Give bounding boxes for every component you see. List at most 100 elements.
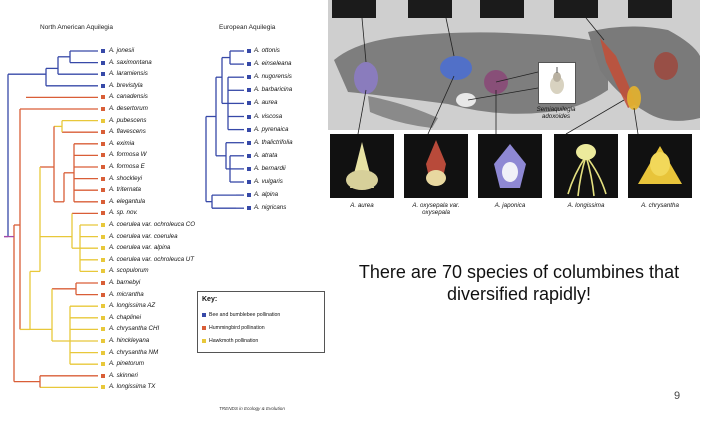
na-species-label: A. shockleyi: [109, 174, 143, 182]
na-species-label: A. sp. nov.: [109, 209, 138, 217]
na-species-swatch: [101, 118, 105, 123]
eu-species-swatch: [247, 193, 251, 198]
na-species-label: A. pubescens: [109, 116, 147, 124]
na-species-label: A. chrysantha CHI: [109, 325, 160, 333]
na-species-label: A. laramiensis: [109, 70, 148, 78]
photo-longissima: [554, 134, 618, 198]
na-species-swatch: [101, 199, 105, 204]
key-label-hummingbird: Hummingbird pollination: [209, 325, 265, 331]
na-species-swatch: [101, 49, 105, 53]
na-species-swatch: [101, 373, 105, 378]
eu-header: European Aquilegia: [219, 24, 276, 31]
caption-chrysantha: A. chrysantha: [641, 202, 679, 209]
na-species-swatch: [101, 269, 105, 274]
distribution-map: Semiaquilegia adoxoides: [328, 0, 700, 216]
na-species-label: A. jonesii: [109, 47, 135, 54]
key-title: Key:: [202, 296, 218, 303]
pollination-key: Key: Bee and bumblebee pollination Hummi…: [197, 291, 325, 353]
na-species-label: A. scopulorum: [109, 267, 149, 275]
na-species-swatch: [101, 130, 105, 135]
key-item-hummingbird: Hummingbird pollination: [202, 325, 265, 331]
eu-species-label: A. nigricans: [254, 204, 287, 212]
connector-lines: [357, 17, 639, 135]
na-species-label: A. brevistyla: [109, 81, 143, 89]
north-africa-landmass: [368, 96, 438, 128]
eu-species-swatch: [247, 62, 251, 67]
eu-species-swatch: [247, 114, 251, 119]
na-species-label: A. formosa E: [109, 163, 145, 170]
na-species-swatch: [101, 188, 105, 193]
na-species-swatch: [101, 339, 105, 343]
na-species-swatch: [101, 292, 105, 297]
caption-oxysepala: A. oxysepala var. oxysepala: [412, 202, 460, 217]
eu-species-swatch: [247, 180, 251, 184]
na-header: North American Aquilegia: [40, 24, 113, 31]
na-species-swatch: [101, 60, 105, 65]
na-species-label: A. barnebyi: [109, 279, 141, 286]
na-species-swatch: [101, 350, 105, 355]
na-species-swatch: [101, 385, 105, 390]
na-species-swatch: [101, 83, 105, 88]
na-species-label: A. elegantula: [109, 197, 146, 205]
na-species-swatch: [101, 281, 105, 285]
key-item-hawkmoth: Hawkmoth pollination: [202, 338, 258, 344]
na-species-label: A. pinetorum: [109, 360, 145, 368]
eu-species-swatch: [247, 140, 251, 145]
na-species-swatch: [101, 257, 105, 262]
top-photo-1: [332, 0, 376, 18]
top-photo-2: [408, 0, 452, 18]
na-species-label: A. skinneri: [109, 371, 138, 379]
eu-species-label: A. aurea: [254, 99, 278, 107]
eu-species-swatch: [247, 88, 251, 93]
semiaquilegia-label: Semiaquilegia adoxoides: [536, 106, 576, 121]
top-photo-4: [554, 0, 598, 18]
na-species-label: A. coerulea var. ochroleuca CO: [109, 221, 196, 228]
na-species-label: A. chaplinei: [109, 313, 141, 321]
na-species-label: A. canadensis: [109, 93, 148, 101]
na-species-label: A. desertorum: [109, 105, 148, 112]
eu-species-swatch: [247, 206, 251, 211]
na-species-swatch: [101, 165, 105, 169]
eu-species-label: A. alpina: [254, 191, 279, 199]
page-number: 9: [674, 390, 681, 402]
na-species-label: A. coerulea var. coerulea: [109, 232, 178, 240]
range-chrysantha: [627, 86, 641, 110]
hummingbird-swatch: [202, 325, 206, 330]
eu-species-label: A. pyrenaica: [254, 125, 289, 133]
na-species-swatch: [101, 72, 105, 77]
top-photo-3: [480, 0, 524, 18]
eu-species-label: A. viscosa: [254, 112, 283, 120]
eu-species-swatch: [247, 75, 251, 80]
range-canadensis: [654, 52, 678, 80]
eu-species-label: A. nugorensis: [254, 73, 292, 81]
na-species-swatch: [101, 141, 105, 146]
eu-species-swatch: [247, 166, 251, 171]
na-species-swatch: [101, 95, 105, 100]
na-species-label: A. flavescens: [109, 128, 146, 136]
na-species-swatch: [101, 107, 105, 111]
top-photo-5: [628, 0, 672, 18]
range-formosa: [600, 38, 636, 108]
phylogeny-tree: [4, 50, 244, 389]
north-america-landmass: [588, 26, 700, 121]
na-species-label: A. triternata: [109, 186, 141, 194]
na-species-swatch: [101, 327, 105, 332]
na-species-label: A. formosa W: [109, 151, 147, 159]
semiaquilegia-flower: [550, 67, 564, 94]
semiaquilegia-photo: [538, 62, 576, 104]
range-oxysepala: [440, 56, 472, 80]
na-species-swatch: [101, 246, 105, 251]
key-label-bee: Bee and bumblebee pollination: [209, 312, 281, 318]
oxysepala-flower: [426, 140, 446, 186]
photo-chrysantha: [628, 134, 692, 198]
eu-species-label: A. bernardii: [254, 164, 286, 172]
na-species-swatch: [101, 211, 105, 216]
na-species-label: A. longissima TX: [109, 383, 156, 391]
na-species-swatch: [101, 304, 105, 309]
na-species-swatch: [101, 315, 105, 320]
na-species-label: A. micrantha: [109, 290, 144, 298]
eu-species-label: A. einseleana: [254, 60, 292, 68]
na-species-label: A. coerulea var. alpina: [109, 244, 171, 252]
na-species-label: A. coerulea var. ochroleuca UT: [109, 255, 195, 263]
caption-aurea: A. aurea: [350, 202, 374, 209]
